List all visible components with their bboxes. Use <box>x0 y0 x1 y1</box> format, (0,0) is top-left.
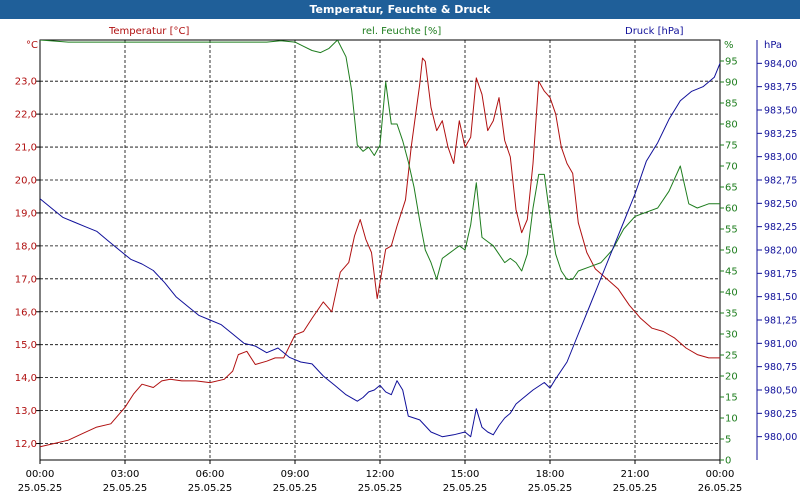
pressure-tick-label: 982,00 <box>764 246 797 257</box>
pressure-tick-label: 982,25 <box>764 222 797 233</box>
pressure-axis-unit: hPa <box>764 40 782 51</box>
legend-pressure: Druck [hPa] <box>625 26 684 37</box>
humidity-tick-label: 60 <box>725 204 738 215</box>
temp-tick-label: 12,0 <box>15 439 37 450</box>
humidity-tick-label: 70 <box>725 162 738 173</box>
humidity-tick-label: 40 <box>725 288 738 299</box>
pressure-tick-label: 981,00 <box>764 339 797 350</box>
pressure-tick-label: 980,50 <box>764 386 797 397</box>
temp-tick-label: 17,0 <box>15 274 37 285</box>
weather-chart: Temperatur [°C] rel. Feuchte [%] Druck [… <box>15 26 798 494</box>
humidity-tick-label: 0 <box>725 456 731 467</box>
pressure-tick-label: 982,50 <box>764 199 797 210</box>
series-line-pres <box>40 63 720 438</box>
series-line-temp <box>40 57 720 448</box>
x-tick-date: 25.05.25 <box>613 483 658 494</box>
temp-tick-label: 14,0 <box>15 373 37 384</box>
series-group <box>40 40 720 448</box>
humidity-tick-label: 80 <box>725 120 738 131</box>
humidity-tick-label: 75 <box>725 141 738 152</box>
x-tick-date: 25.05.25 <box>103 483 148 494</box>
humidity-tick-label: 5 <box>725 435 731 446</box>
x-tick-time: 09:00 <box>281 469 310 480</box>
humidity-tick-label: 95 <box>725 57 738 68</box>
humidity-tick-label: 10 <box>725 414 738 425</box>
pressure-tick-label: 983,50 <box>764 106 797 117</box>
x-tick-date: 25.05.25 <box>188 483 233 494</box>
x-tick-time: 12:00 <box>366 469 395 480</box>
pressure-tick-label: 980,00 <box>764 432 797 443</box>
humidity-tick-label: 55 <box>725 225 738 236</box>
humidity-tick-label: 20 <box>725 372 738 383</box>
temp-tick-label: 22,0 <box>15 110 37 121</box>
x-tick-time: 03:00 <box>111 469 140 480</box>
temp-tick-label: 21,0 <box>15 143 37 154</box>
chart-title: Temperatur, Feuchte & Druck <box>0 0 800 19</box>
x-tick-time: 21:00 <box>621 469 650 480</box>
x-tick-date: 25.05.25 <box>528 483 573 494</box>
humidity-axis-unit: % <box>724 40 734 51</box>
pressure-tick-label: 980,25 <box>764 409 797 420</box>
series-line-hum <box>40 40 720 280</box>
humidity-tick-label: 15 <box>725 393 738 404</box>
humidity-tick-label: 35 <box>725 309 738 320</box>
humidity-tick-label: 65 <box>725 183 738 194</box>
pressure-tick-label: 983,75 <box>764 82 797 93</box>
x-tick-date: 25.05.25 <box>358 483 403 494</box>
humidity-tick-label: 90 <box>725 78 738 89</box>
temp-tick-label: 19,0 <box>15 208 37 219</box>
pressure-tick-label: 982,75 <box>764 176 797 187</box>
humidity-tick-label: 45 <box>725 267 738 278</box>
humidity-tick-label: 30 <box>725 330 738 341</box>
grid <box>40 40 720 460</box>
temp-axis-unit: °C <box>26 40 38 51</box>
x-tick-time: 18:00 <box>536 469 565 480</box>
temp-tick-label: 20,0 <box>15 176 37 187</box>
pressure-tick-label: 981,75 <box>764 269 797 280</box>
x-tick-time: 06:00 <box>196 469 225 480</box>
humidity-tick-label: 50 <box>725 246 738 257</box>
legend-temperature: Temperatur [°C] <box>108 26 189 37</box>
pressure-tick-label: 981,25 <box>764 316 797 327</box>
temp-tick-label: 13,0 <box>15 406 37 417</box>
humidity-tick-label: 25 <box>725 351 738 362</box>
temp-tick-label: 23,0 <box>15 77 37 88</box>
legend-humidity: rel. Feuchte [%] <box>362 26 441 37</box>
pressure-tick-label: 980,75 <box>764 362 797 373</box>
temp-tick-label: 18,0 <box>15 241 37 252</box>
pressure-tick-label: 983,25 <box>764 129 797 140</box>
x-tick-time: 00:00 <box>26 469 55 480</box>
plot-frame <box>39 39 758 461</box>
pressure-tick-label: 981,50 <box>764 292 797 303</box>
axes-group: Temperatur [°C] rel. Feuchte [%] Druck [… <box>15 26 798 494</box>
pressure-tick-label: 983,00 <box>764 152 797 163</box>
x-tick-date: 25.05.25 <box>18 483 63 494</box>
x-tick-date: 25.05.25 <box>443 483 488 494</box>
x-tick-time: 00:00 <box>706 469 735 480</box>
x-tick-date: 25.05.25 <box>273 483 318 494</box>
temp-tick-label: 15,0 <box>15 340 37 351</box>
temp-tick-label: 16,0 <box>15 307 37 318</box>
x-tick-date: 26.05.25 <box>698 483 743 494</box>
pressure-tick-label: 984,00 <box>764 59 797 70</box>
humidity-tick-label: 85 <box>725 99 738 110</box>
x-tick-time: 15:00 <box>451 469 480 480</box>
